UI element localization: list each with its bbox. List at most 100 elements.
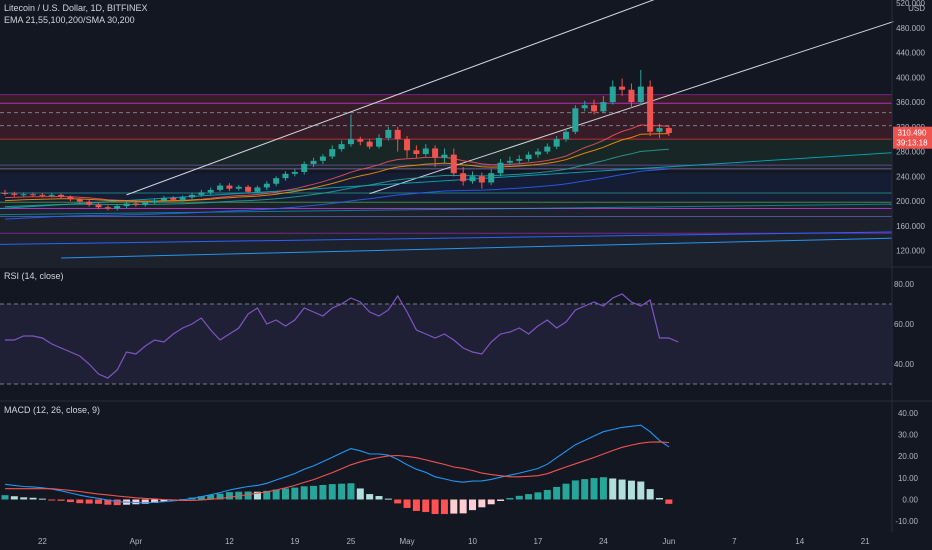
candle-body xyxy=(553,139,560,147)
macd-histogram-bar xyxy=(319,484,327,500)
candle-body xyxy=(441,154,448,158)
candle-body xyxy=(637,86,644,103)
macd-histogram-bar xyxy=(403,499,411,508)
signal-line xyxy=(5,441,669,501)
macd-histogram-bar xyxy=(590,478,598,500)
macd-histogram-bar xyxy=(609,478,617,500)
macd-histogram-bar xyxy=(469,499,476,511)
macd-histogram-bar xyxy=(422,499,430,513)
macd-tick-label: 0.00 xyxy=(902,496,918,505)
price-tick-label: 520.000 xyxy=(896,0,925,8)
candle-body xyxy=(11,193,18,195)
long-trend-line xyxy=(0,152,893,209)
channel-upper-line xyxy=(126,0,655,196)
candle-body xyxy=(534,151,541,155)
candle-body xyxy=(301,163,308,172)
macd-histogram-bar xyxy=(244,491,252,500)
long-trend-line xyxy=(0,203,893,216)
candle-body xyxy=(394,129,401,140)
macd-histogram-bar xyxy=(263,490,271,500)
macd-histogram-bar xyxy=(534,492,542,500)
macd-histogram-bar xyxy=(478,499,486,508)
candle-body xyxy=(254,187,261,192)
moving-average-line xyxy=(4,133,669,202)
long-trend-line xyxy=(0,231,893,245)
candle-body xyxy=(581,105,588,109)
macd-histogram-bar xyxy=(85,499,93,504)
macd-histogram-bar xyxy=(160,499,168,502)
candle-body xyxy=(647,86,654,132)
macd-histogram-bar xyxy=(515,495,523,500)
time-tick-label: 12 xyxy=(225,537,234,546)
rsi-tick-label: 80.00 xyxy=(894,280,915,289)
macd-histogram-bar xyxy=(48,499,56,501)
macd-histogram-bar xyxy=(151,499,159,503)
macd-histogram-bar xyxy=(347,483,355,500)
macd-title: MACD (12, 26, close, 9) xyxy=(4,405,101,415)
time-tick-label: 7 xyxy=(732,537,737,546)
macd-histogram-bar xyxy=(20,497,28,500)
candle-body xyxy=(478,176,485,183)
candle-body xyxy=(460,173,467,182)
macd-histogram-bar xyxy=(487,499,495,505)
currency-label: USD xyxy=(908,4,925,13)
time-tick-label: 22 xyxy=(38,537,47,546)
rsi-title: RSI (14, close) xyxy=(4,271,64,281)
candle-body xyxy=(665,128,672,133)
time-tick-label: 10 xyxy=(468,537,477,546)
candle-body xyxy=(563,131,569,140)
moving-average-line xyxy=(4,168,669,220)
candle-body xyxy=(357,139,364,142)
candle-body xyxy=(76,199,83,202)
macd-histogram-bar xyxy=(253,491,261,500)
macd-histogram-bar xyxy=(113,499,121,506)
macd-histogram-bar xyxy=(310,485,318,500)
candle-body xyxy=(217,185,224,190)
time-tick-label: 24 xyxy=(599,537,608,546)
candle-body xyxy=(226,185,233,189)
macd-histogram-bar xyxy=(272,489,280,500)
macd-histogram-bar xyxy=(300,486,308,500)
macd-histogram-bar xyxy=(282,488,289,500)
candle-body xyxy=(114,205,121,209)
macd-histogram-bar xyxy=(412,499,420,511)
macd-histogram-bar xyxy=(497,499,505,502)
candle-body xyxy=(544,146,551,152)
lower-zone xyxy=(0,173,892,202)
price-tick-label: 400.000 xyxy=(896,73,925,82)
macd-histogram-bar xyxy=(665,499,673,504)
rsi-tick-label: 60.00 xyxy=(894,320,915,329)
macd-histogram-bar xyxy=(525,494,533,500)
candle-body xyxy=(235,186,242,189)
moving-average-line xyxy=(4,124,669,202)
price-tick-label: 160.000 xyxy=(896,222,925,231)
macd-histogram-bar xyxy=(76,499,84,504)
resistance-zone xyxy=(0,94,892,140)
macd-histogram-bar xyxy=(366,494,374,500)
macd-histogram-bar xyxy=(356,488,364,500)
macd-histogram-bar xyxy=(618,479,626,500)
candle-body xyxy=(245,186,252,192)
macd-histogram-bar xyxy=(95,499,102,504)
macd-histogram-bar xyxy=(646,489,654,500)
candle-body xyxy=(516,158,523,161)
macd-histogram-bar xyxy=(207,494,215,500)
countdown-label: 39:13:18 xyxy=(896,139,928,148)
candle-body xyxy=(142,202,149,205)
macd-histogram-bar xyxy=(450,499,458,514)
candle-body xyxy=(628,89,635,103)
candle-body xyxy=(151,200,158,203)
macd-histogram-bar xyxy=(216,493,224,500)
macd-tick-label: -10.00 xyxy=(895,517,918,526)
candle-body xyxy=(86,201,93,205)
macd-histogram-bar xyxy=(197,496,205,500)
candle-body xyxy=(132,203,139,205)
macd-histogram-bar xyxy=(66,499,74,503)
candle-body xyxy=(39,194,46,196)
last-price-label: 310.490 xyxy=(898,129,927,138)
macd-histogram-bar xyxy=(440,499,448,515)
candle-body xyxy=(366,141,373,147)
candle-body xyxy=(450,154,457,174)
price-tick-label: 240.000 xyxy=(896,172,925,181)
